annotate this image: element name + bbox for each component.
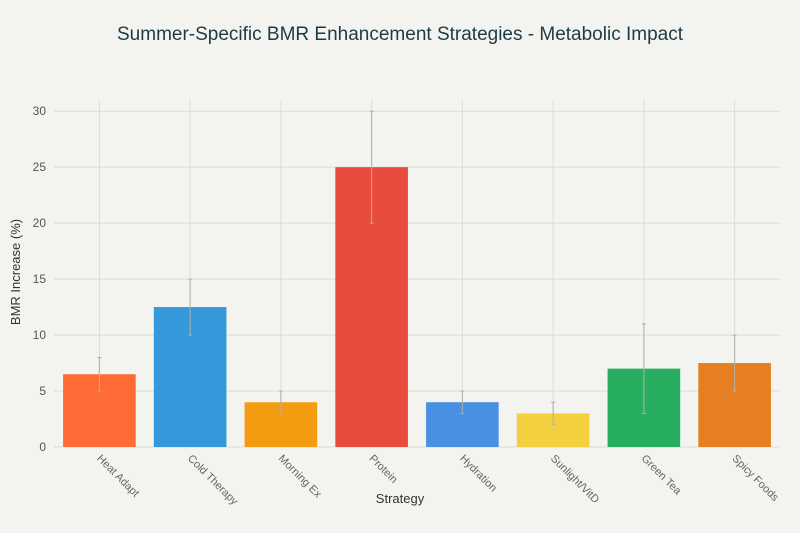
y-tick-label: 10 (33, 328, 47, 342)
x-tick-label: Green Tea (639, 453, 684, 498)
y-axis-label: BMR Increase (%) (8, 219, 23, 325)
x-tick-label: Hydration (457, 453, 499, 495)
error-bars (97, 110, 737, 426)
bars (63, 167, 771, 447)
x-tick-label: Cold Therapy (185, 453, 240, 508)
x-axis-label: Strategy (376, 491, 425, 506)
y-tick-label: 5 (39, 384, 46, 398)
x-tick-label: Heat Adapt (94, 453, 141, 500)
x-tick-label: Sunlight/VitD (548, 453, 601, 506)
y-tick-label: 15 (33, 272, 47, 286)
chart-title: Summer-Specific BMR Enhancement Strategi… (117, 24, 684, 45)
y-tick-label: 30 (33, 104, 47, 118)
x-tick-label: Protein (367, 453, 400, 486)
y-tick-label: 25 (33, 160, 47, 174)
y-tick-label: 0 (39, 440, 46, 454)
x-tick-label: Spicy Foods (730, 453, 782, 505)
x-axis-ticks: Heat Adapt Cold Therapy Morning Ex Protein H… (94, 453, 781, 508)
y-axis-ticks: 0 5 10 15 20 25 30 (33, 104, 47, 454)
y-tick-label: 20 (33, 216, 47, 230)
x-tick-label: Morning Ex (276, 453, 324, 501)
